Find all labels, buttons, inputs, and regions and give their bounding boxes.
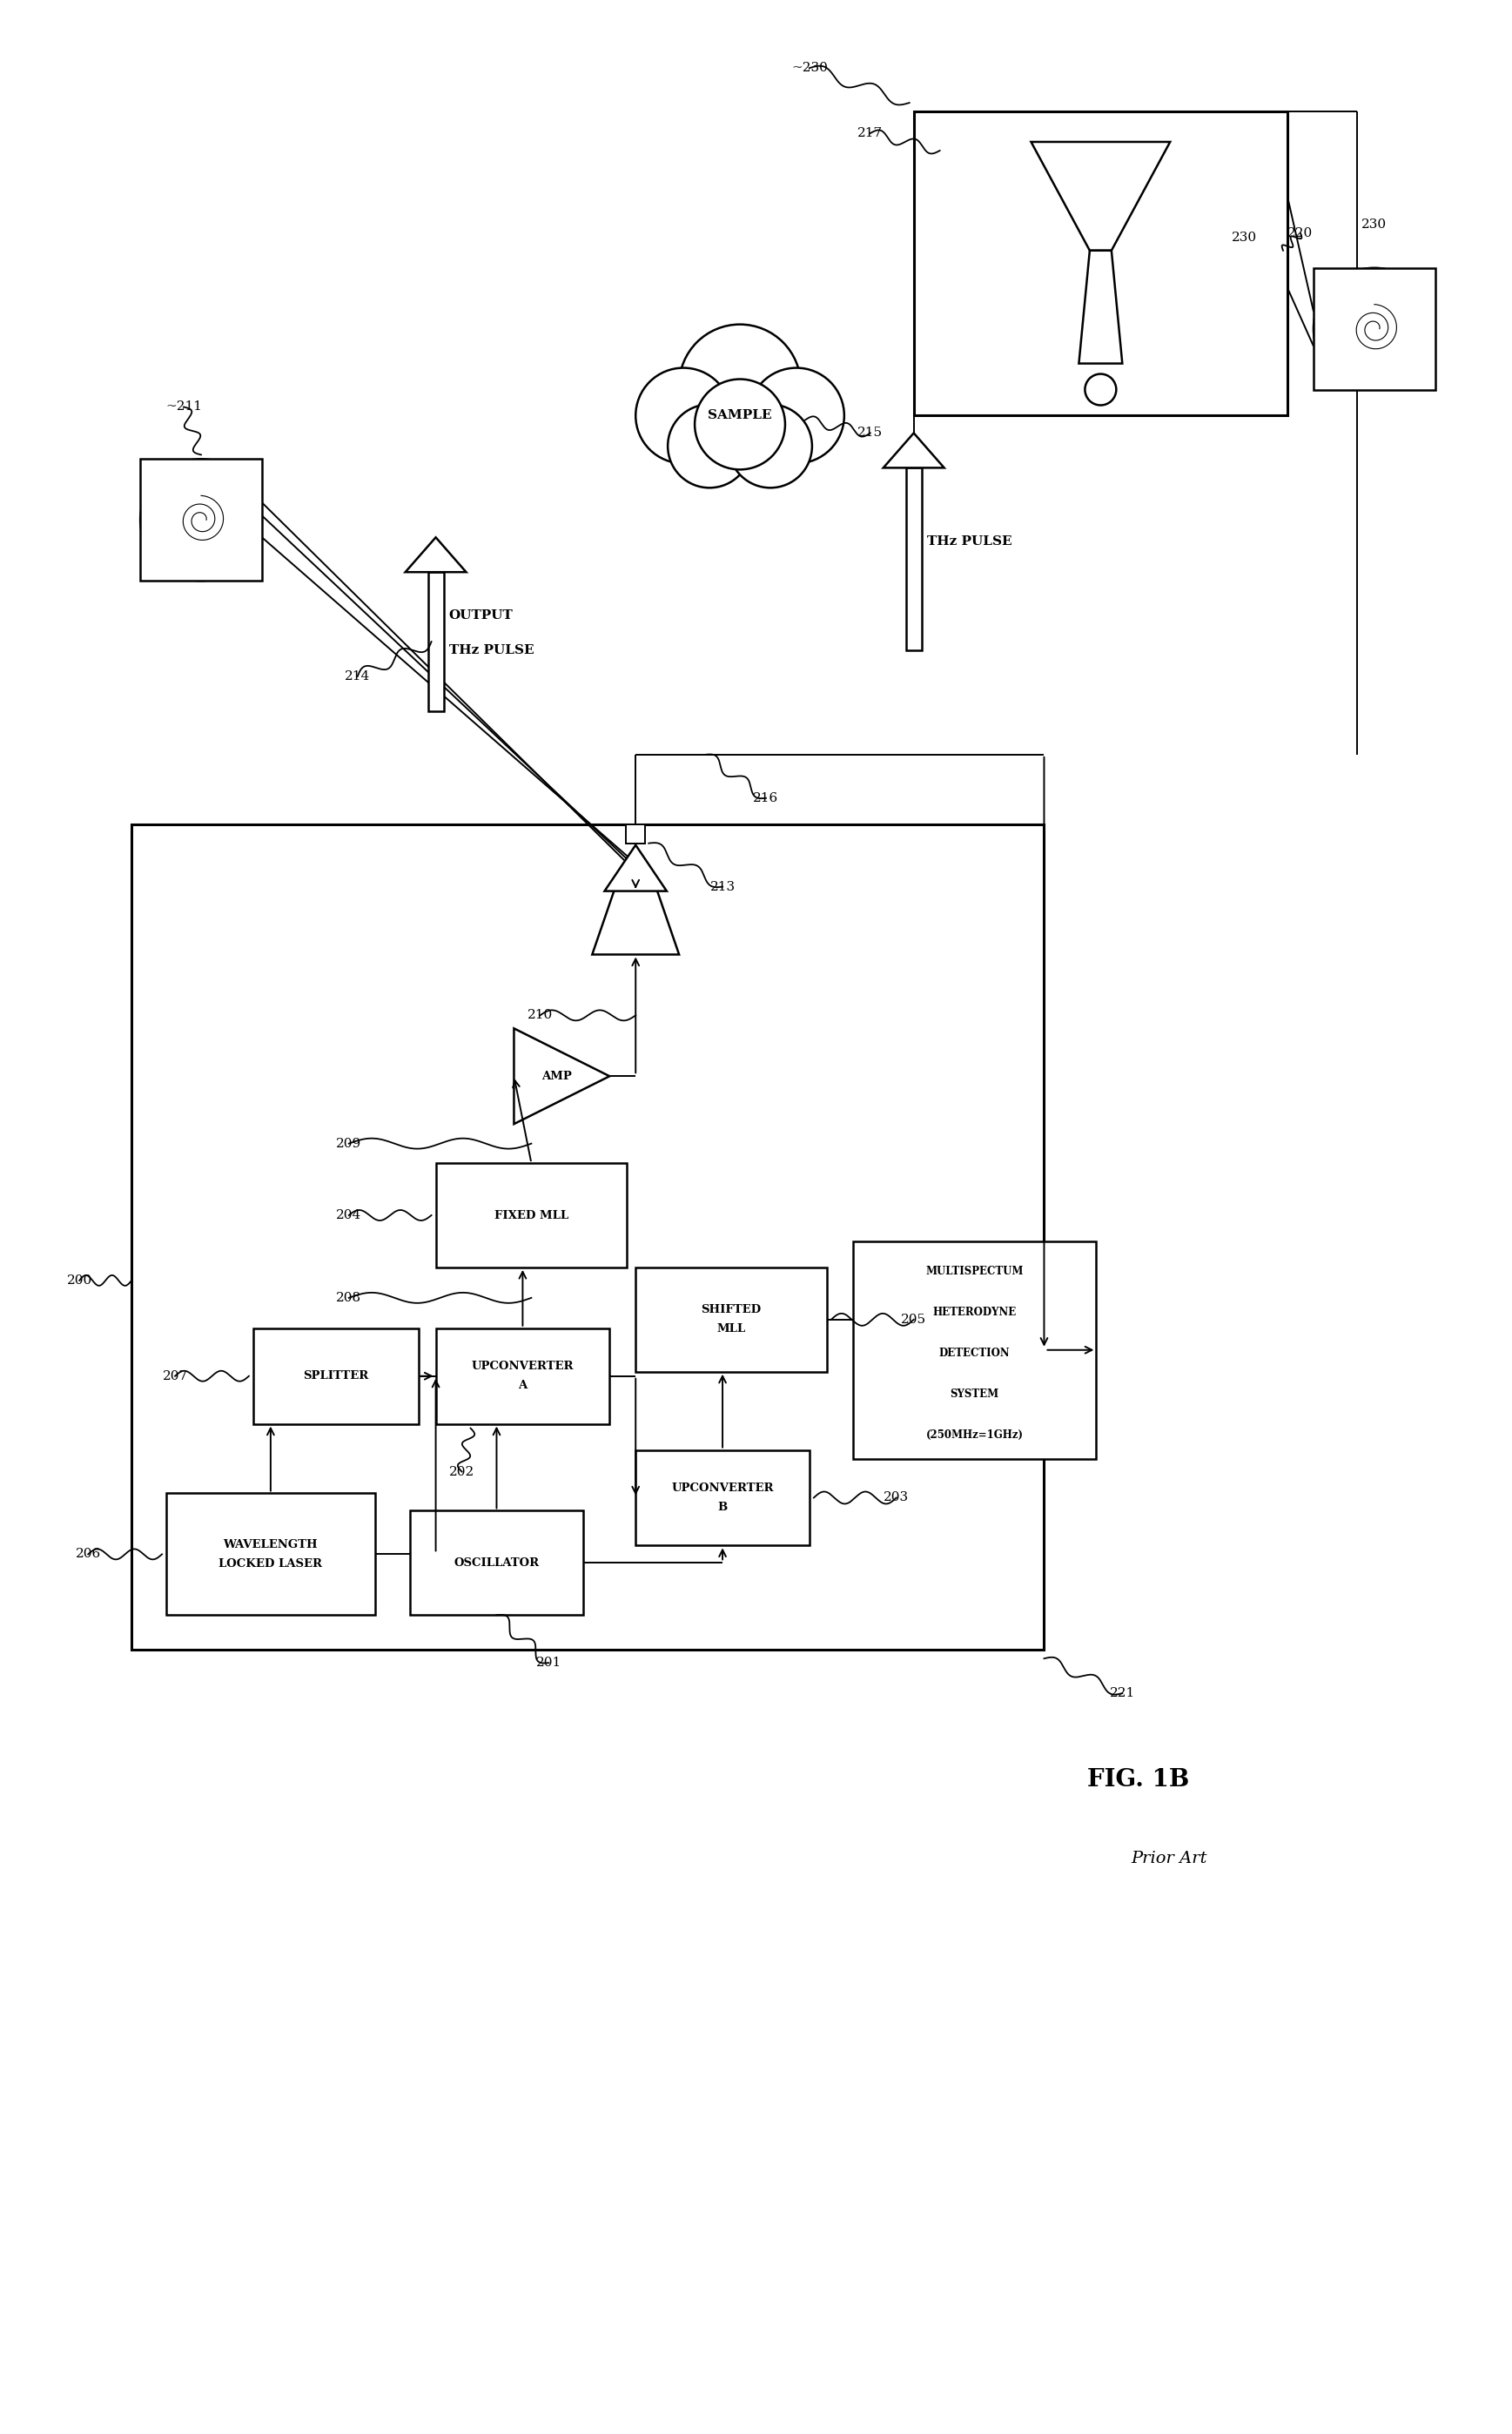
Polygon shape [1080,251,1122,363]
Text: AMP: AMP [541,1071,572,1081]
Text: 213: 213 [709,881,735,893]
Circle shape [748,368,844,462]
Text: MLL: MLL [717,1324,745,1334]
FancyBboxPatch shape [635,1268,827,1373]
Text: 221: 221 [1110,1687,1136,1699]
Text: FIXED MLL: FIXED MLL [494,1210,569,1222]
Text: 202: 202 [449,1465,475,1477]
Polygon shape [605,845,667,891]
Text: 230: 230 [1231,231,1256,243]
Circle shape [668,404,751,487]
Text: MULTISPECTUM: MULTISPECTUM [925,1266,1024,1278]
Text: DETECTION: DETECTION [939,1348,1010,1358]
Text: THz PULSE: THz PULSE [927,535,1012,548]
FancyBboxPatch shape [853,1241,1096,1458]
Text: 205: 205 [901,1314,927,1327]
FancyBboxPatch shape [166,1494,375,1616]
Circle shape [729,404,812,487]
Text: HETERODYNE: HETERODYNE [933,1307,1016,1319]
Text: 200: 200 [67,1275,92,1288]
Text: SPLITTER: SPLITTER [302,1370,369,1383]
Text: OUTPUT: OUTPUT [449,608,513,621]
Text: 220: 220 [1288,226,1314,239]
Polygon shape [883,433,943,467]
Text: 208: 208 [336,1292,361,1305]
Text: WAVELENGTH: WAVELENGTH [224,1538,318,1550]
FancyBboxPatch shape [626,825,646,842]
Circle shape [679,324,801,445]
FancyBboxPatch shape [435,1163,627,1268]
FancyBboxPatch shape [410,1512,584,1616]
Text: 214: 214 [345,669,370,682]
Text: 215: 215 [857,426,883,438]
Text: 207: 207 [162,1370,187,1383]
Circle shape [1314,268,1435,389]
Text: UPCONVERTER: UPCONVERTER [472,1361,573,1373]
Polygon shape [405,538,466,572]
Circle shape [1086,375,1116,404]
Text: Prior Art: Prior Art [1131,1850,1207,1867]
Text: SAMPLE: SAMPLE [708,409,773,421]
Polygon shape [593,886,679,954]
Text: 201: 201 [535,1658,561,1670]
Text: SHIFTED: SHIFTED [702,1305,762,1317]
FancyBboxPatch shape [132,825,1045,1650]
Circle shape [635,368,732,462]
Text: ~211: ~211 [165,402,203,414]
Text: OSCILLATOR: OSCILLATOR [454,1558,540,1567]
FancyBboxPatch shape [913,112,1287,416]
Text: 204: 204 [336,1210,361,1222]
Text: 216: 216 [753,791,779,803]
Text: UPCONVERTER: UPCONVERTER [671,1482,774,1494]
Text: LOCKED LASER: LOCKED LASER [219,1558,322,1570]
Polygon shape [514,1030,609,1125]
FancyBboxPatch shape [635,1451,809,1546]
Text: 206: 206 [76,1548,101,1560]
FancyBboxPatch shape [141,460,262,582]
Text: ~230: ~230 [791,61,827,73]
FancyBboxPatch shape [906,467,921,650]
Text: A: A [519,1380,528,1392]
Text: 230: 230 [1362,219,1387,231]
FancyBboxPatch shape [253,1329,419,1424]
Text: THz PULSE: THz PULSE [449,645,534,657]
Circle shape [141,460,262,582]
FancyBboxPatch shape [428,572,443,711]
Text: FIG. 1B: FIG. 1B [1087,1770,1190,1791]
Circle shape [694,380,785,470]
Text: (250MHz=1GHz): (250MHz=1GHz) [925,1429,1024,1441]
FancyBboxPatch shape [435,1329,609,1424]
Text: 209: 209 [336,1137,361,1149]
Text: B: B [718,1502,727,1514]
FancyBboxPatch shape [1314,268,1435,389]
Text: 210: 210 [528,1010,553,1022]
Text: 203: 203 [883,1492,909,1504]
Text: SYSTEM: SYSTEM [950,1390,999,1400]
Polygon shape [1031,141,1170,251]
Text: 217: 217 [857,127,883,139]
